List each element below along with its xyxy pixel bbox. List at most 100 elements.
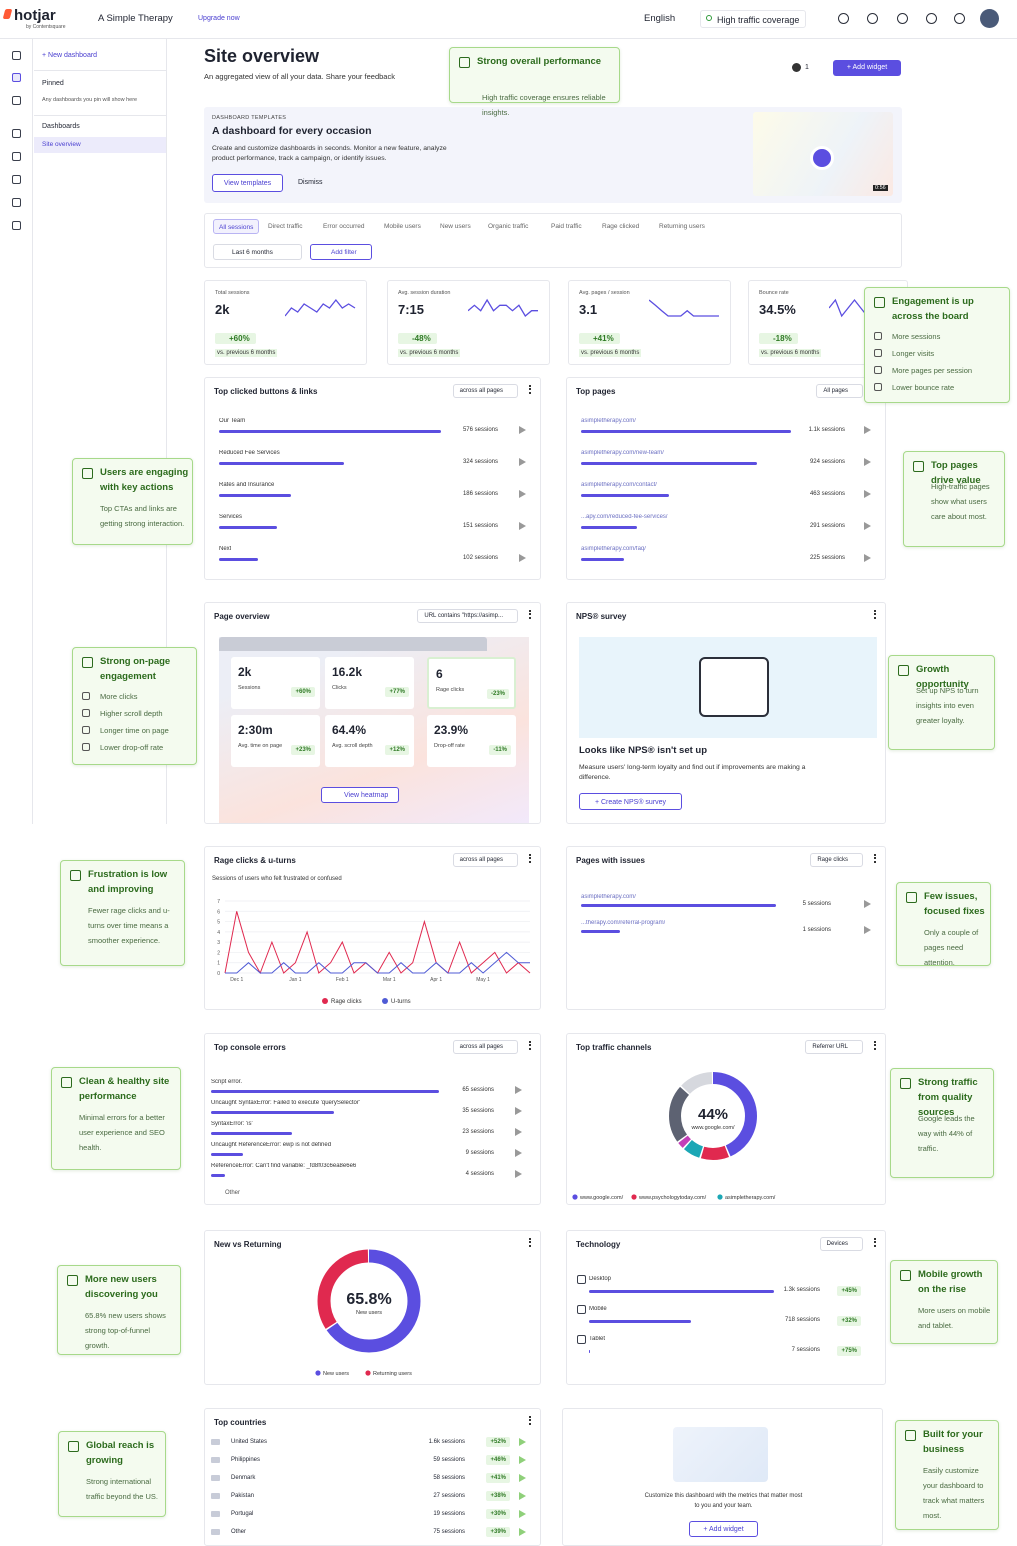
segment-tab[interactable]: Direct traffic bbox=[268, 223, 303, 230]
widget-menu[interactable] bbox=[874, 854, 876, 863]
row-sessions: 35 sessions bbox=[462, 1108, 494, 1114]
widget-menu[interactable] bbox=[874, 1238, 876, 1247]
play-icon[interactable] bbox=[519, 1492, 526, 1500]
widget-card: Technology Devices Desktop 1.3k sessions +45… bbox=[566, 1230, 886, 1385]
add-widget-button[interactable]: + Add widget bbox=[689, 1521, 758, 1537]
play-icon[interactable] bbox=[864, 522, 871, 530]
play-icon[interactable] bbox=[519, 522, 526, 530]
widget-dropdown[interactable]: Referrer URL bbox=[805, 1040, 863, 1054]
coverage-dot bbox=[706, 15, 712, 21]
row-sessions: 291 sessions bbox=[809, 523, 845, 529]
widget-card: NPS® survey Looks like NPS® isn't set up M… bbox=[566, 602, 886, 824]
flag bbox=[211, 1511, 220, 1517]
segment-tab[interactable]: Rage clicked bbox=[602, 223, 640, 230]
icon bbox=[874, 349, 882, 357]
play-icon[interactable] bbox=[515, 1149, 522, 1157]
widget-dropdown[interactable]: across all pages bbox=[452, 384, 518, 398]
play-icon[interactable] bbox=[864, 554, 871, 562]
play-icon[interactable] bbox=[864, 900, 871, 908]
metric-change: +77% bbox=[385, 687, 409, 697]
widget-menu[interactable] bbox=[529, 610, 531, 619]
view-heatmap-button[interactable]: View heatmap bbox=[321, 787, 399, 803]
widget-dropdown[interactable]: Rage clicks bbox=[810, 853, 863, 867]
top-icon[interactable] bbox=[897, 13, 908, 24]
widget-dropdown[interactable]: Devices bbox=[819, 1237, 863, 1251]
widget-dropdown[interactable]: URL contains "https://asimp... bbox=[417, 609, 518, 623]
row-label: ...therapy.com/referral-program/ bbox=[581, 920, 666, 926]
rail-icon[interactable] bbox=[12, 152, 21, 161]
icon bbox=[874, 297, 885, 308]
segment-tab[interactable]: Mobile users bbox=[384, 223, 421, 230]
play-icon[interactable] bbox=[519, 490, 526, 498]
chart-svg bbox=[285, 298, 356, 317]
icon bbox=[577, 1335, 586, 1344]
site-switcher[interactable]: A Simple Therapy bbox=[98, 13, 173, 24]
view-templates-button[interactable]: View templates bbox=[212, 174, 283, 192]
widget-menu[interactable] bbox=[529, 385, 531, 394]
avatar[interactable] bbox=[980, 9, 999, 28]
rail-icon[interactable] bbox=[12, 175, 21, 184]
play-icon[interactable] bbox=[864, 458, 871, 466]
segment-tab[interactable]: Error occurred bbox=[323, 223, 365, 230]
play-icon[interactable] bbox=[519, 554, 526, 562]
add-filter-button[interactable]: Add filter bbox=[310, 244, 372, 260]
upgrade-link[interactable]: Upgrade now bbox=[198, 15, 240, 22]
donut-segment bbox=[317, 1249, 421, 1353]
widget-title: NPS® survey bbox=[576, 612, 627, 621]
segment-tab[interactable]: Returning users bbox=[659, 223, 705, 230]
add-widget-button[interactable]: + Add widget bbox=[833, 60, 901, 76]
rail-icon[interactable] bbox=[12, 129, 21, 138]
video-thumbnail[interactable]: 0:56 bbox=[753, 112, 893, 196]
rail-icon[interactable] bbox=[12, 96, 21, 105]
widget-menu[interactable] bbox=[529, 1416, 531, 1425]
top-icon[interactable] bbox=[867, 13, 878, 24]
play-icon[interactable] bbox=[519, 1456, 526, 1464]
legend-label: www.psychologytoday.com/ bbox=[638, 1195, 707, 1201]
dismiss-button[interactable]: Dismiss bbox=[298, 179, 323, 186]
create-nps-button[interactable]: + Create NPS® survey bbox=[579, 793, 682, 810]
play-icon[interactable] bbox=[519, 1528, 526, 1536]
rail-icon[interactable] bbox=[12, 198, 21, 207]
play-icon[interactable] bbox=[519, 458, 526, 466]
segment-tab[interactable]: All sessions bbox=[213, 219, 260, 234]
new-dashboard[interactable]: + New dashboard bbox=[42, 52, 98, 59]
top-icon[interactable] bbox=[838, 13, 849, 24]
widget-dropdown[interactable]: All pages bbox=[816, 384, 863, 398]
play-icon[interactable] bbox=[864, 490, 871, 498]
date-range[interactable]: Last 6 months bbox=[213, 244, 302, 260]
widget-menu[interactable] bbox=[529, 1041, 531, 1050]
widget-menu[interactable] bbox=[874, 1041, 876, 1050]
top-icon[interactable] bbox=[926, 13, 937, 24]
play-icon[interactable] bbox=[515, 1107, 522, 1115]
widget-dropdown[interactable]: across all pages bbox=[452, 1040, 518, 1054]
sidebar-active[interactable]: Site overview bbox=[34, 137, 166, 153]
segment-tab[interactable]: Paid traffic bbox=[551, 223, 582, 230]
widget-menu[interactable] bbox=[529, 1238, 531, 1247]
callout-text: Strong international traffic beyond the … bbox=[86, 1477, 158, 1501]
icon bbox=[913, 461, 924, 472]
segment-tab[interactable]: Organic traffic bbox=[488, 223, 529, 230]
sidebar bbox=[33, 39, 167, 824]
play-icon[interactable] bbox=[864, 426, 871, 434]
play-icon[interactable] bbox=[519, 1510, 526, 1518]
play-icon[interactable] bbox=[864, 926, 871, 934]
play-icon[interactable] bbox=[519, 426, 526, 434]
coverage-pill[interactable]: High traffic coverage bbox=[700, 10, 807, 28]
language[interactable]: English bbox=[644, 13, 676, 24]
rail-icon[interactable] bbox=[12, 221, 21, 230]
logo-sub: by Contentsquare bbox=[26, 24, 66, 30]
rail-icon[interactable] bbox=[12, 51, 21, 60]
play-icon[interactable] bbox=[515, 1086, 522, 1094]
legend-label: asimpletherapy.com/ bbox=[725, 1195, 776, 1201]
widget-dropdown[interactable]: across all pages bbox=[452, 853, 518, 867]
play-icon[interactable] bbox=[519, 1438, 526, 1446]
donut-center-label: New users bbox=[356, 1310, 382, 1316]
widget-menu[interactable] bbox=[874, 610, 876, 619]
play-icon[interactable] bbox=[515, 1170, 522, 1178]
widget-menu[interactable] bbox=[529, 854, 531, 863]
rail-icon[interactable] bbox=[12, 73, 21, 82]
play-icon[interactable] bbox=[515, 1128, 522, 1136]
segment-tab[interactable]: New users bbox=[440, 223, 471, 230]
play-icon[interactable] bbox=[519, 1474, 526, 1482]
top-icon[interactable] bbox=[954, 13, 965, 24]
